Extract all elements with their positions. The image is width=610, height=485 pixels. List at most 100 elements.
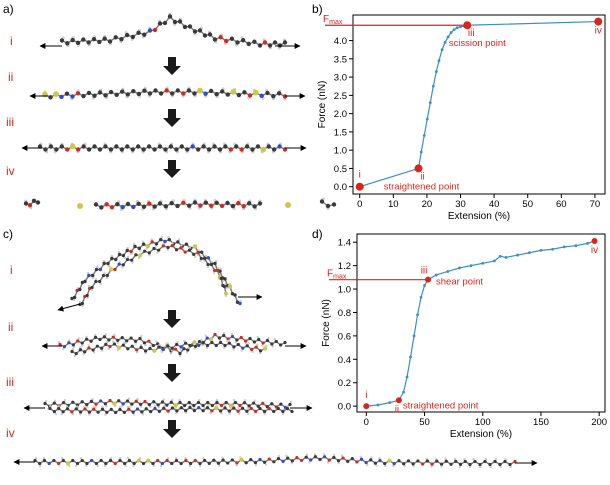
- atom: [218, 35, 223, 40]
- atom: [92, 144, 97, 149]
- atom: [121, 263, 125, 267]
- atom: [130, 402, 134, 406]
- hydrogen-atom: [126, 246, 129, 250]
- data-point: [443, 40, 447, 44]
- atom: [179, 144, 185, 149]
- hydrogen-atom: [159, 464, 163, 468]
- atom: [196, 400, 201, 405]
- atom: [159, 237, 163, 242]
- atom: [136, 201, 141, 207]
- atom: [214, 200, 219, 206]
- atom: [133, 339, 138, 343]
- atom: [206, 262, 210, 267]
- hydrogen-atom: [412, 465, 415, 468]
- atom: [247, 93, 253, 98]
- atom: [258, 457, 262, 462]
- hydrogen-atom: [235, 464, 238, 467]
- atom: [122, 410, 126, 414]
- hydrogen-atom: [392, 464, 395, 468]
- atom: [35, 200, 41, 205]
- hydrogen-atom: [247, 342, 250, 345]
- x-tick-label: 50: [522, 199, 533, 210]
- atom: [150, 240, 154, 244]
- atom: [236, 200, 241, 206]
- atom: [208, 88, 214, 94]
- atom: [225, 200, 230, 206]
- atom: [199, 250, 204, 254]
- hydrogen-atom: [62, 347, 65, 351]
- hydrogen-atom: [223, 346, 226, 350]
- panel-a-step-iii: iii: [6, 115, 14, 129]
- down-arrow: [163, 109, 181, 127]
- atom: [267, 406, 271, 411]
- atom: [52, 401, 56, 405]
- atom: [210, 340, 214, 345]
- atom: [463, 459, 467, 464]
- atom: [195, 147, 201, 152]
- atom: [62, 345, 67, 349]
- atom: [378, 458, 382, 463]
- data-point: [574, 244, 578, 248]
- atom: [182, 347, 186, 351]
- hydrogen-atom: [60, 412, 63, 416]
- atom: [213, 332, 217, 337]
- atom: [214, 91, 219, 97]
- hydrogen-atom: [101, 405, 104, 408]
- key-point-label-iv: iv: [591, 245, 598, 256]
- hydrogen-atom: [504, 457, 507, 461]
- key-point-text-ii: straightened point: [403, 400, 479, 411]
- data-point: [402, 390, 405, 394]
- data-point: [459, 25, 462, 29]
- hydrogen-atom: [87, 344, 91, 347]
- atom: [258, 349, 263, 353]
- atom: [219, 340, 223, 345]
- hydrogen-atom: [216, 266, 219, 270]
- atom: [187, 24, 193, 29]
- atom: [254, 345, 258, 349]
- atom: [187, 400, 191, 405]
- hydrogen-atom: [154, 245, 158, 248]
- atom: [144, 407, 148, 411]
- atom: [119, 37, 124, 42]
- atom: [114, 144, 119, 149]
- atom: [226, 337, 230, 341]
- hydrogen-atom: [199, 259, 202, 263]
- hydrogen-atom: [119, 456, 122, 460]
- atom: [182, 24, 188, 30]
- atom: [87, 346, 91, 350]
- atom: [125, 201, 131, 207]
- hydrogen-atom: [215, 259, 218, 263]
- atom: [70, 37, 75, 43]
- hydrogen-atom: [222, 331, 226, 335]
- hydrogen-atom: [163, 404, 166, 407]
- data-point: [434, 70, 438, 74]
- atom: [193, 458, 197, 463]
- hydrogen-atom: [199, 464, 202, 468]
- atom: [444, 459, 448, 463]
- atom: [104, 202, 109, 207]
- atom: [116, 345, 121, 350]
- hydrogen-atom: [256, 335, 259, 339]
- key-point-i: [363, 403, 370, 410]
- panel-a-molecule-i: [59, 12, 288, 50]
- hydrogen-atom: [337, 462, 340, 465]
- key-point-label-iii: iii: [468, 28, 475, 39]
- hydrogen-atom: [210, 260, 213, 264]
- hydrogen-atom: [290, 462, 293, 465]
- atom: [59, 144, 65, 149]
- atom: [103, 402, 107, 406]
- hydrogen-atom: [82, 353, 85, 356]
- atom: [101, 273, 106, 278]
- atom: [104, 342, 108, 346]
- hydrogen-atom: [184, 456, 187, 460]
- molecule-bonds: [79, 245, 227, 306]
- atom: [65, 41, 70, 46]
- atom: [130, 258, 134, 262]
- hydrogen-atom: [194, 255, 197, 258]
- atom: [114, 410, 118, 415]
- atom: [197, 343, 201, 348]
- atom: [54, 147, 59, 152]
- data-point: [586, 241, 589, 245]
- key-point-iii: [463, 21, 472, 30]
